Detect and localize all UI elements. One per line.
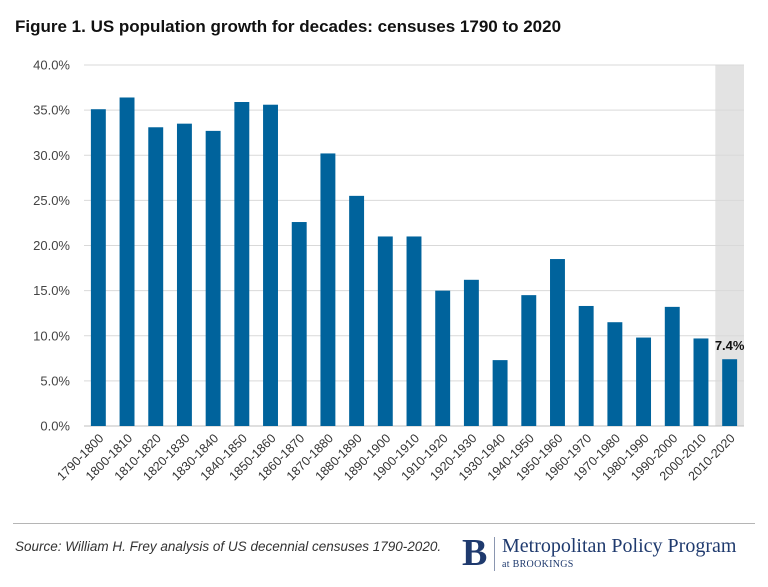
bar-chart: 0.0% 5.0% 10.0% 15.0% 20.0% 25.0% 30.0% 35.0% 40… <box>33 58 745 484</box>
bar <box>176 123 192 426</box>
bar <box>234 102 250 426</box>
bar <box>550 259 565 426</box>
bar <box>377 236 393 426</box>
y-tick-label: 0.0% <box>40 419 70 434</box>
bar <box>521 295 537 426</box>
bar <box>636 337 652 426</box>
bar <box>406 236 422 426</box>
bar <box>463 279 479 426</box>
bar <box>320 153 336 426</box>
y-tick-label: 5.0% <box>40 373 70 388</box>
bar <box>492 360 508 426</box>
y-tick-label: 35.0% <box>33 103 70 118</box>
bar <box>148 127 164 427</box>
brand-mark: B <box>462 532 488 574</box>
data-labels: 7.4% <box>715 338 745 353</box>
bar <box>291 222 307 426</box>
brookings-logo: B Metropolitan Policy Program at BROOKIN… <box>458 533 758 575</box>
brand-subtitle: at BROOKINGS <box>502 559 574 570</box>
brand-divider <box>494 537 495 571</box>
bar <box>263 104 278 427</box>
y-axis-ticks: 0.0% 5.0% 10.0% 15.0% 20.0% 25.0% 30.0% 35.0% 40… <box>33 58 70 434</box>
bar <box>205 130 221 426</box>
y-tick-label: 40.0% <box>33 58 70 73</box>
bar <box>664 306 680 426</box>
chart-title: Figure 1. US population growth for decad… <box>15 17 562 36</box>
brand-name: Metropolitan Policy Program <box>502 535 737 557</box>
bar <box>607 322 623 426</box>
y-tick-label: 30.0% <box>33 148 70 163</box>
bar <box>90 109 106 426</box>
bar <box>693 338 709 426</box>
bar <box>435 290 451 427</box>
data-label: 7.4% <box>715 338 745 353</box>
footer-divider <box>13 523 755 524</box>
y-tick-label: 20.0% <box>33 238 70 253</box>
bar <box>349 195 365 426</box>
bar <box>722 359 738 426</box>
bar <box>119 97 135 427</box>
x-axis-ticks: 1790-18001800-18101810-18201820-18301830… <box>54 431 738 483</box>
y-tick-label: 25.0% <box>33 193 70 208</box>
source-note: Source: William H. Frey analysis of US d… <box>15 539 442 554</box>
y-tick-label: 10.0% <box>33 328 70 343</box>
bar <box>578 305 594 426</box>
y-tick-label: 15.0% <box>33 283 70 298</box>
bars <box>90 97 738 427</box>
